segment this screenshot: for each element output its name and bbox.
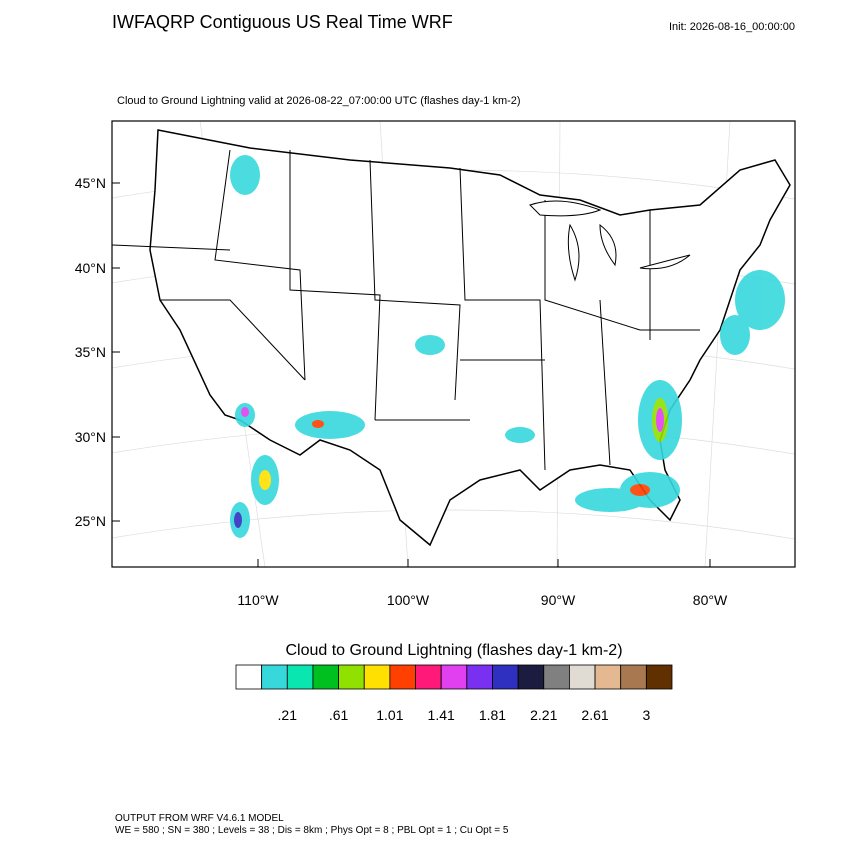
lightning-areas xyxy=(230,155,785,538)
colorbar-label: 3 xyxy=(642,707,650,723)
colorbar-box xyxy=(312,664,339,690)
lon-label: 90°W xyxy=(541,592,576,608)
lat-label: 45°N xyxy=(75,175,106,191)
map-frame xyxy=(111,120,796,568)
init-time: Init: 2026-08-16_00:00:00 xyxy=(669,21,795,33)
colorbar-label: .61 xyxy=(329,707,349,723)
colorbar-box xyxy=(286,664,314,690)
colorbar-box xyxy=(594,664,622,690)
lat-label: 40°N xyxy=(75,260,106,276)
colorbar-box xyxy=(543,664,570,690)
great-lakes xyxy=(529,200,691,282)
colorbar-box xyxy=(338,664,365,690)
map: 45°N 40°N 35°N 30°N 25°N 110°W 100°W 90°W 80°W xyxy=(75,120,796,608)
axis-labels: 45°N 40°N 35°N 30°N 25°N 110°W 100°W 90°W 80°W xyxy=(75,175,728,608)
lon-label: 110°W xyxy=(237,592,279,608)
title: IWFAQRP Contiguous US Real Time WRF xyxy=(112,12,453,32)
colorbar-box xyxy=(363,664,391,690)
state-lines xyxy=(112,149,700,471)
colorbar: .21 .61 1.01 1.41 1.81 2.21 2.61 3 xyxy=(235,664,673,723)
colorbar-box xyxy=(389,664,416,690)
colorbar-label: 1.01 xyxy=(376,707,403,723)
subtitle: Cloud to Ground Lightning valid at 2026-… xyxy=(117,95,521,107)
colorbar-box xyxy=(517,664,545,690)
colorbar-box xyxy=(645,664,673,690)
footer-line: OUTPUT FROM WRF V4.6.1 MODEL xyxy=(115,813,284,824)
lon-label: 100°W xyxy=(387,592,430,608)
colorbar-box xyxy=(492,664,519,690)
colorbar-label: 1.41 xyxy=(428,707,455,723)
colorbar-box xyxy=(466,664,493,690)
lat-label: 30°N xyxy=(75,429,106,445)
colorbar-box xyxy=(235,664,263,690)
colorbar-box xyxy=(569,664,596,690)
lat-label: 25°N xyxy=(75,513,106,529)
colorbar-box xyxy=(415,664,442,690)
colorbar-label: .21 xyxy=(278,707,298,723)
footer-line: WE = 580 ; SN = 380 ; Levels = 38 ; Dis … xyxy=(115,825,509,836)
colorbar-label: 2.21 xyxy=(530,707,557,723)
colorbar-box xyxy=(620,664,647,690)
colorbar-label: 1.81 xyxy=(479,707,506,723)
colorbar-label: 2.61 xyxy=(581,707,608,723)
us-outline xyxy=(149,129,791,547)
lat-label: 35°N xyxy=(75,344,106,360)
colorbar-box xyxy=(440,664,468,690)
lon-label: 80°W xyxy=(693,592,728,608)
colorbar-title: Cloud to Ground Lightning (flashes day-1… xyxy=(285,642,622,659)
colorbar-box xyxy=(261,664,288,690)
